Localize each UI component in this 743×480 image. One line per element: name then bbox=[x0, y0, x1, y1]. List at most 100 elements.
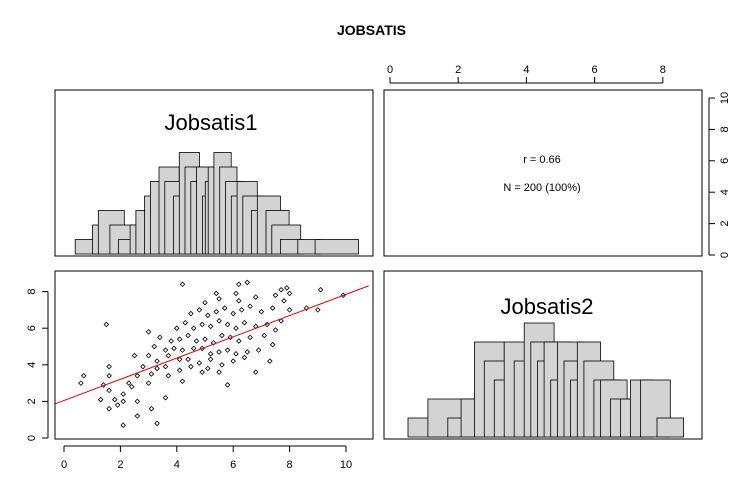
axis-bottom: 0 2 4 6 8 10 bbox=[61, 445, 352, 471]
scatter-point-93 bbox=[238, 307, 245, 313]
scatter-point-61 bbox=[168, 338, 174, 344]
scatter-point-3 bbox=[106, 405, 112, 412]
axis-right: 0 2 4 6 8 10 bbox=[708, 92, 731, 258]
scatter-point-76 bbox=[182, 319, 189, 326]
scatter-point-6 bbox=[97, 396, 104, 403]
chart-title: JOBSATIS bbox=[337, 22, 406, 38]
scatter-point-113 bbox=[303, 305, 310, 311]
scatter-point-26 bbox=[106, 363, 112, 370]
scatter-point-77 bbox=[190, 325, 197, 331]
jobsatis2-histogram bbox=[407, 322, 685, 438]
scatter-point-40 bbox=[196, 360, 203, 366]
jobsatis2-hist-bar-24 bbox=[640, 379, 671, 438]
scatter-point-22 bbox=[165, 373, 172, 379]
panel-diagonal-1 bbox=[54, 89, 374, 257]
scatter-point-92 bbox=[230, 310, 236, 317]
scatter-point-55 bbox=[224, 347, 231, 353]
scatter-point-62 bbox=[176, 336, 183, 342]
axis-bottom-tick-label-3: 6 bbox=[230, 459, 236, 471]
scatter-point-107 bbox=[286, 290, 293, 297]
scatter-point-59 bbox=[269, 341, 276, 348]
scatter-point-102 bbox=[272, 292, 279, 299]
scatter-point-70 bbox=[247, 334, 253, 341]
axis-right-tick-label-2: 4 bbox=[719, 189, 731, 195]
scatter-point-115 bbox=[281, 297, 287, 304]
scatter-point-37 bbox=[165, 352, 172, 359]
axis-left-tick-label-0: 0 bbox=[26, 435, 38, 441]
scatter-point-39 bbox=[185, 356, 191, 363]
scatter-point-43 bbox=[230, 358, 236, 364]
scatter-point-82 bbox=[233, 325, 239, 331]
jobsatis1-hist-bar-31 bbox=[314, 239, 359, 255]
scatter-point-38 bbox=[176, 356, 183, 363]
scatter-point-24 bbox=[199, 369, 205, 375]
scatter-point-27 bbox=[140, 363, 146, 370]
scatter-point-58 bbox=[255, 347, 262, 353]
scatter-point-114 bbox=[315, 307, 321, 313]
axis-top: 0 2 4 6 8 bbox=[387, 64, 666, 84]
scatter-point-41 bbox=[207, 356, 214, 363]
scatter-point-91 bbox=[221, 305, 228, 311]
scatter-point-86 bbox=[278, 318, 284, 324]
scatter-point-68 bbox=[227, 334, 234, 341]
scatter-point-13 bbox=[128, 383, 135, 390]
scatter-point-10 bbox=[162, 394, 169, 401]
scatter-point-79 bbox=[207, 323, 214, 330]
scatter-point-95 bbox=[258, 308, 265, 315]
regression-line bbox=[55, 285, 369, 405]
scatter-point-56 bbox=[233, 351, 239, 357]
scatter-point-87 bbox=[188, 310, 194, 317]
scatter-point-21 bbox=[148, 371, 155, 377]
scatter-point-1 bbox=[154, 420, 160, 427]
scatter-point-105 bbox=[278, 287, 284, 293]
scatter-point-78 bbox=[199, 321, 205, 328]
scatter-point-109 bbox=[236, 281, 242, 288]
axis-top-tick-label-0: 0 bbox=[387, 64, 393, 76]
axis-bottom-tick-label-2: 4 bbox=[174, 459, 180, 471]
scatter-point-69 bbox=[236, 338, 242, 344]
scatter-point-54 bbox=[216, 349, 222, 355]
axis-right-tick-label-0: 0 bbox=[719, 252, 731, 258]
scatter-point-81 bbox=[224, 321, 231, 328]
scatter-point-106 bbox=[284, 285, 290, 291]
scatter-point-25 bbox=[224, 382, 231, 388]
axis-top-tick-label-4: 8 bbox=[660, 64, 666, 76]
scatter-point-57 bbox=[244, 349, 251, 355]
scatter-point-83 bbox=[241, 319, 248, 326]
axis-top-tick-label-1: 2 bbox=[455, 64, 461, 76]
scatter-point-19 bbox=[106, 373, 112, 379]
scatter-point-53 bbox=[207, 351, 214, 357]
scatter-point-80 bbox=[216, 318, 222, 324]
scatter-point-74 bbox=[145, 329, 152, 335]
scatter-point-96 bbox=[269, 305, 276, 311]
jobsatis1-histogram bbox=[74, 152, 359, 255]
axis-left: 0 2 4 6 8 bbox=[26, 289, 49, 441]
scatter-point-45 bbox=[252, 369, 259, 375]
correlation-r: r = 0.66 bbox=[523, 154, 561, 166]
scatter-point-63 bbox=[185, 332, 191, 339]
scatter-point-104 bbox=[233, 290, 239, 297]
scatter-point-46 bbox=[267, 358, 273, 364]
axis-top-tick-label-3: 6 bbox=[592, 64, 598, 76]
scatter-point-28 bbox=[154, 365, 160, 372]
axis-right-tick-label-1: 2 bbox=[719, 221, 731, 227]
scatter-point-12 bbox=[106, 387, 112, 394]
scatter-point-7 bbox=[111, 396, 118, 403]
axis-left-tick-label-4: 8 bbox=[26, 289, 38, 295]
scatter-point-98 bbox=[202, 299, 208, 306]
scatter-point-5 bbox=[148, 405, 155, 412]
scatter-point-42 bbox=[219, 362, 225, 368]
scatter-point-49 bbox=[171, 345, 177, 352]
scatter-point-50 bbox=[179, 347, 186, 353]
scatter-point-67 bbox=[219, 332, 225, 339]
jobsatis2-hist-bar-25 bbox=[656, 417, 685, 438]
scatter-point-11 bbox=[120, 391, 126, 397]
scatter-point-99 bbox=[216, 296, 222, 302]
scatter-point-100 bbox=[236, 297, 242, 304]
axis-left-tick-label-3: 6 bbox=[26, 325, 38, 331]
scatter-point-101 bbox=[252, 294, 259, 300]
scatter-point-36 bbox=[154, 358, 160, 364]
scatter-point-8 bbox=[120, 398, 126, 405]
scatter-point-4 bbox=[114, 402, 121, 408]
